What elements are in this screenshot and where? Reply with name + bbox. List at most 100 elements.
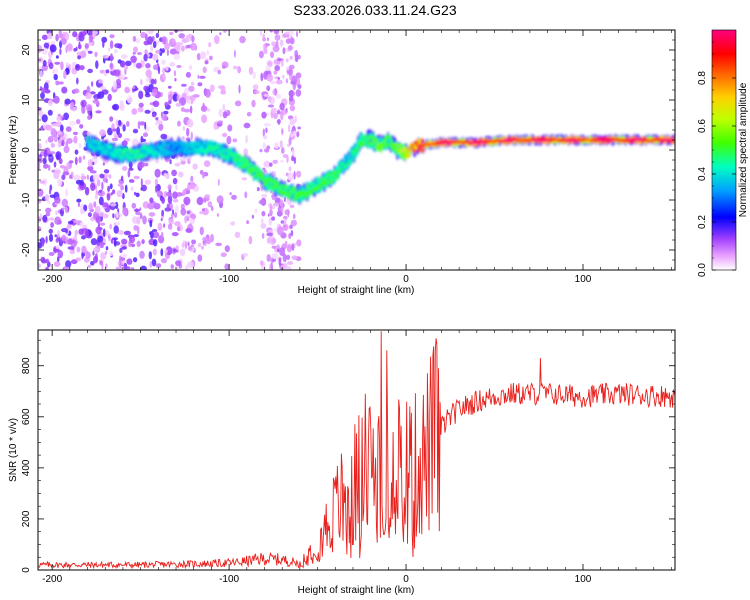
noise-speckle bbox=[84, 43, 89, 50]
ridge-segment bbox=[310, 191, 314, 196]
noise-speckle bbox=[121, 253, 127, 258]
noise-speckle bbox=[182, 240, 186, 247]
noise-speckle bbox=[88, 40, 94, 46]
noise-speckle bbox=[182, 189, 187, 196]
ridge-segment bbox=[401, 148, 405, 151]
noise-speckle bbox=[112, 103, 120, 111]
noise-speckle bbox=[128, 97, 133, 103]
noise-speckle bbox=[164, 207, 171, 212]
noise-speckle bbox=[102, 54, 109, 59]
noise-speckle bbox=[289, 133, 294, 137]
noise-speckle bbox=[133, 225, 139, 231]
noise-speckle bbox=[282, 74, 285, 80]
ridge-segment bbox=[590, 139, 594, 142]
snr-line bbox=[38, 331, 675, 570]
noise-speckle bbox=[38, 216, 44, 220]
noise-speckle bbox=[288, 90, 295, 98]
noise-speckle bbox=[191, 239, 197, 245]
ridge-segment bbox=[332, 170, 336, 173]
noise-speckle bbox=[264, 148, 270, 153]
ridge-segment bbox=[318, 186, 322, 190]
ridge-segment bbox=[434, 143, 438, 146]
noise-speckle bbox=[282, 253, 287, 263]
ridge-segment bbox=[276, 183, 280, 188]
noise-speckle bbox=[232, 138, 238, 143]
spectrogram-x-tick-label: -100 bbox=[219, 274, 239, 285]
noise-speckle bbox=[280, 59, 284, 67]
noise-speckle bbox=[268, 217, 272, 226]
noise-speckle bbox=[277, 248, 280, 253]
noise-speckle bbox=[38, 226, 42, 232]
ridge-segment bbox=[330, 179, 334, 183]
colorbar-tick-label: 0.2 bbox=[697, 215, 708, 229]
noise-speckle bbox=[271, 245, 277, 249]
noise-speckle bbox=[289, 224, 293, 230]
ridge-segment bbox=[127, 156, 131, 160]
ridge-segment bbox=[421, 148, 425, 153]
ridge-segment bbox=[274, 180, 279, 183]
noise-speckle bbox=[215, 242, 223, 247]
noise-speckle bbox=[90, 182, 96, 191]
noise-speckle bbox=[97, 91, 105, 99]
noise-speckle bbox=[76, 77, 79, 85]
ridge-segment bbox=[105, 150, 109, 154]
noise-speckle bbox=[182, 125, 186, 131]
noise-speckle bbox=[185, 228, 192, 233]
ridge-segment bbox=[397, 143, 401, 147]
ridge-segment bbox=[112, 154, 116, 159]
noise-speckle bbox=[174, 204, 179, 214]
noise-speckle bbox=[253, 90, 260, 94]
noise-speckle bbox=[170, 264, 175, 269]
noise-speckle bbox=[161, 209, 165, 217]
noise-speckle bbox=[251, 99, 256, 108]
snr-frame bbox=[37, 329, 676, 571]
ridge-segment bbox=[389, 137, 393, 144]
noise-speckle bbox=[208, 42, 212, 48]
noise-speckle bbox=[233, 49, 236, 58]
noise-speckle bbox=[92, 250, 95, 256]
ridge-segment bbox=[338, 167, 342, 172]
noise-speckle bbox=[279, 39, 284, 47]
noise-speckle bbox=[259, 148, 263, 153]
noise-speckle bbox=[283, 217, 287, 226]
ridge-segment bbox=[335, 175, 339, 181]
ridge-segment bbox=[131, 148, 135, 152]
ridge-segment bbox=[399, 150, 403, 154]
ridge-segment bbox=[662, 137, 666, 140]
noise-speckle bbox=[183, 196, 191, 206]
noise-speckle bbox=[92, 99, 100, 104]
colorbar-tick-label: 0.4 bbox=[697, 167, 708, 181]
noise-speckle bbox=[102, 202, 109, 208]
noise-speckle bbox=[137, 120, 141, 130]
noise-speckle bbox=[263, 48, 268, 55]
noise-speckle bbox=[85, 104, 93, 112]
noise-speckle bbox=[118, 119, 122, 126]
ridge-segment bbox=[124, 153, 128, 156]
noise-speckle bbox=[180, 207, 187, 216]
noise-speckle bbox=[55, 151, 62, 160]
noise-speckle bbox=[128, 167, 134, 171]
ridge-segment bbox=[100, 145, 104, 150]
snr-x-tick-label: -100 bbox=[219, 574, 239, 585]
noise-speckle bbox=[110, 238, 114, 244]
noise-speckle bbox=[151, 113, 157, 118]
noise-speckle bbox=[112, 189, 116, 195]
noise-speckle bbox=[97, 179, 101, 187]
noise-speckle bbox=[64, 98, 71, 105]
noise-speckle bbox=[260, 72, 264, 82]
ridge-segment bbox=[317, 184, 321, 188]
ridge-segment bbox=[370, 136, 374, 140]
noise-speckle bbox=[73, 174, 81, 182]
noise-speckle bbox=[49, 188, 52, 195]
noise-speckle bbox=[63, 112, 69, 121]
spectrogram-y-tick-label: -10 bbox=[21, 192, 32, 207]
noise-speckle bbox=[273, 30, 280, 35]
noise-speckle bbox=[74, 156, 78, 166]
noise-speckle bbox=[104, 250, 108, 255]
noise-speckle bbox=[119, 100, 124, 109]
noise-speckle bbox=[288, 64, 295, 70]
noise-speckle bbox=[137, 106, 144, 113]
noise-speckle bbox=[297, 84, 302, 89]
noise-speckle bbox=[290, 37, 295, 45]
noise-speckle bbox=[284, 209, 290, 216]
